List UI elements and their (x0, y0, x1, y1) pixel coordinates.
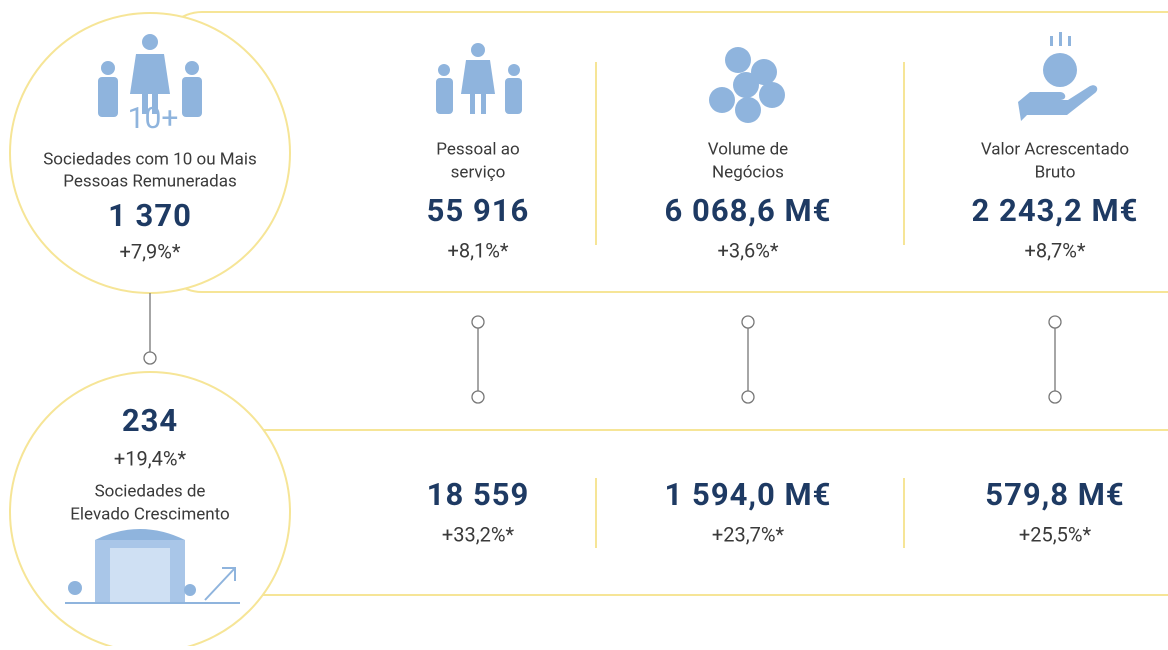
connectors (143, 293, 1062, 404)
value: 579,8 M€ (985, 476, 1124, 513)
label: Elevado Crescimento (70, 504, 229, 524)
label: Volume de (708, 139, 788, 159)
label: Pessoas Remuneradas (63, 171, 237, 191)
label: Sociedades de (95, 481, 206, 501)
value: 1 370 (108, 197, 192, 234)
coins-icon (709, 47, 785, 123)
label: serviço (451, 162, 506, 182)
label: Valor Acrescentado (981, 139, 1129, 159)
label: Negócios (712, 162, 784, 182)
value: 234 (122, 402, 178, 439)
value: 18 559 (427, 476, 530, 513)
change: +8,7%* (1024, 238, 1085, 262)
people-icon (98, 34, 202, 117)
bottom-circle (9, 371, 291, 650)
value: 55 916 (427, 192, 530, 229)
building-icon (65, 529, 240, 604)
change: +7,9%* (119, 239, 180, 263)
change: +33,2%* (442, 522, 515, 546)
change: +3,6%* (717, 238, 778, 262)
label: Sociedades com 10 ou Mais (43, 149, 257, 169)
change: +19,4%* (114, 446, 187, 470)
change: +8,1%* (447, 238, 508, 262)
value: 6 068,6 M€ (665, 192, 832, 229)
value: 1 594,0 M€ (665, 476, 832, 513)
label: Bruto (1035, 162, 1076, 182)
change: +25,5%* (1019, 522, 1092, 546)
label: Pessoal ao (436, 139, 519, 159)
people-icon (436, 43, 522, 114)
change: +23,7%* (712, 522, 785, 546)
icon-label: 10+ (128, 101, 179, 136)
hand-coin-icon (1018, 32, 1098, 121)
value: 2 243,2 M€ (972, 192, 1139, 229)
